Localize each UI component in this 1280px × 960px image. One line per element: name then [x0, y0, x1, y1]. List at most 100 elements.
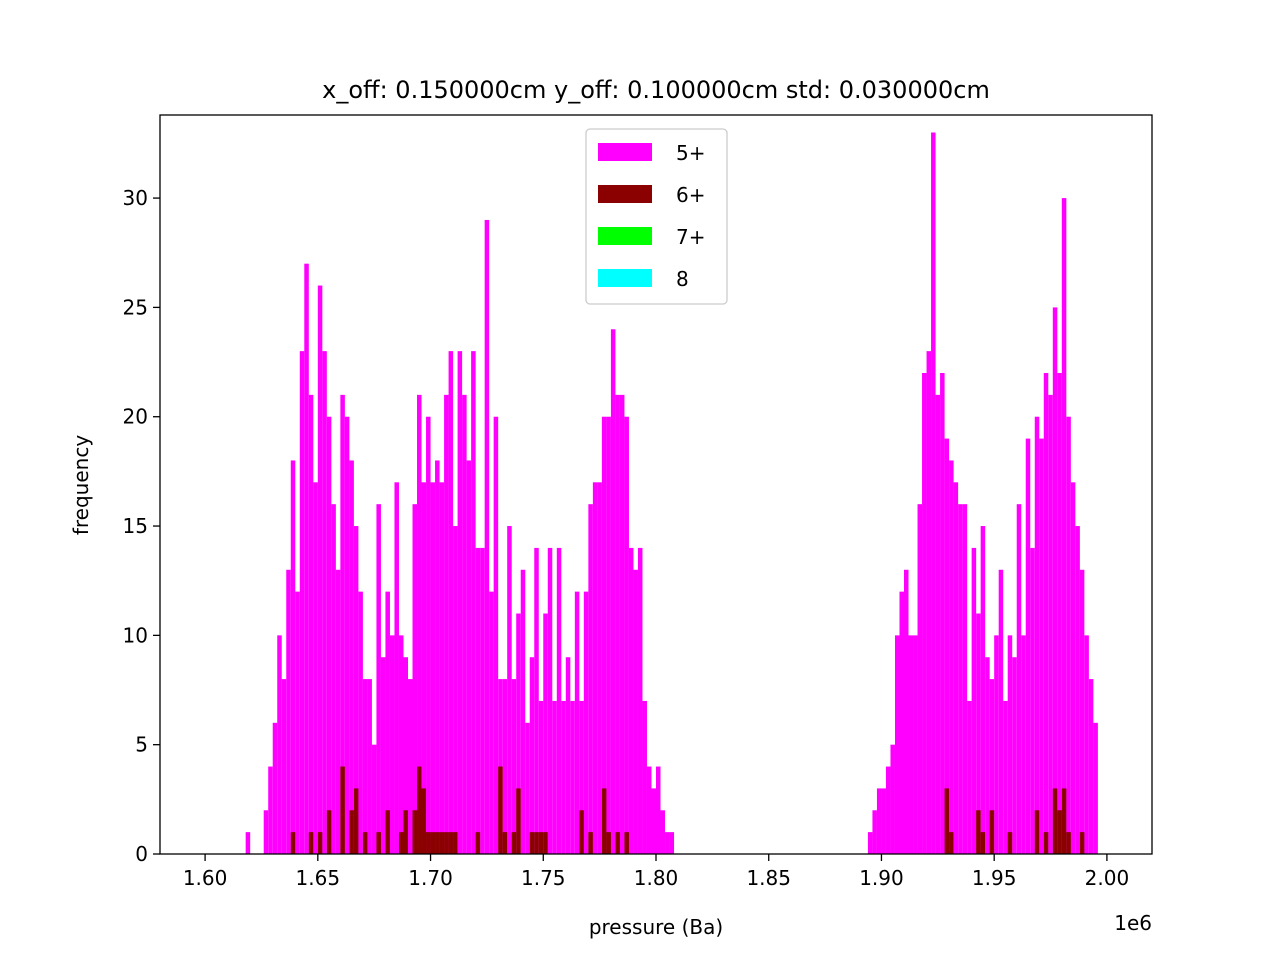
bar-6plus-28: [534, 832, 539, 854]
bar-5plus-13: [318, 286, 323, 854]
bar-6plus-34: [606, 832, 611, 854]
bar-5plus-58: [521, 570, 526, 854]
bar-5plus-98: [895, 635, 900, 854]
bar-5plus-19: [345, 417, 350, 854]
bar-5plus-137: [1071, 482, 1076, 854]
bar-5plus-74: [593, 482, 598, 854]
bar-5plus-134: [1057, 373, 1062, 854]
bar-6plus-0: [291, 832, 296, 854]
bar-5plus-45: [462, 395, 467, 854]
bar-5plus-127: [1026, 439, 1031, 854]
bar-6plus-38: [949, 832, 954, 854]
bar-5plus-138: [1075, 526, 1080, 854]
bar-5plus-3: [273, 723, 278, 854]
bar-5plus-76: [602, 417, 607, 854]
bar-6plus-27: [530, 832, 535, 854]
bar-5plus-117: [981, 526, 986, 854]
bar-6plus-21: [453, 832, 458, 854]
bar-5plus-80: [620, 395, 625, 854]
x-tick-label: 1.90: [859, 866, 904, 890]
bar-6plus-31: [579, 810, 584, 854]
bar-5plus-16: [331, 504, 336, 854]
bar-5plus-136: [1066, 417, 1071, 854]
bar-5plus-10: [304, 264, 309, 854]
bar-5plus-84: [638, 548, 643, 854]
bar-6plus-5: [349, 810, 354, 854]
bar-6plus-3: [327, 810, 332, 854]
y-axis-label: frequency: [69, 435, 93, 535]
bar-6plus-32: [588, 832, 593, 854]
bar-5plus-15: [327, 417, 332, 854]
bar-5plus-130: [1039, 439, 1044, 854]
bar-5plus-12: [313, 482, 318, 854]
bar-5plus-14: [322, 351, 327, 854]
bar-5plus-34: [413, 504, 418, 854]
x-tick-label: 1.85: [746, 866, 791, 890]
bar-6plus-42: [1008, 832, 1013, 854]
bar-6plus-18: [440, 832, 445, 854]
bar-5plus-55: [507, 526, 512, 854]
bar-5plus-107: [936, 395, 941, 854]
bar-6plus-40: [981, 832, 986, 854]
bar-5plus-89: [661, 810, 666, 854]
legend-swatch-5plus: [598, 143, 652, 161]
bar-6plus-37: [945, 788, 950, 854]
x-tick-label: 1.65: [296, 866, 341, 890]
bar-5plus-92: [868, 832, 873, 854]
y-tick-label: 25: [123, 295, 148, 319]
bar-5plus-46: [467, 460, 472, 854]
bar-5plus-27: [381, 657, 386, 854]
bar-5plus-23: [363, 679, 368, 854]
bar-5plus-112: [958, 504, 963, 854]
bar-5plus-108: [940, 373, 945, 854]
bar-6plus-23: [498, 767, 503, 854]
bar-5plus-59: [525, 723, 530, 854]
bar-6plus-26: [516, 788, 521, 854]
x-tick-label: 1.75: [521, 866, 566, 890]
bar-5plus-49: [480, 548, 485, 854]
bar-5plus-85: [642, 701, 647, 854]
bar-5plus-126: [1021, 635, 1026, 854]
bar-6plus-45: [1053, 788, 1058, 854]
bar-5plus-22: [358, 592, 363, 854]
bar-5plus-79: [615, 395, 620, 854]
bar-6plus-25: [512, 832, 517, 854]
bar-5plus-62: [539, 701, 544, 854]
bar-5plus-118: [985, 657, 990, 854]
bar-6plus-13: [417, 767, 422, 854]
bar-5plus-48: [476, 548, 481, 854]
bar-5plus-78: [611, 329, 616, 854]
bar-5plus-69: [570, 701, 575, 854]
bar-6plus-10: [399, 832, 404, 854]
bar-5plus-95: [881, 788, 886, 854]
bar-5plus-121: [999, 570, 1004, 854]
bar-5plus-132: [1048, 395, 1053, 854]
bar-5plus-100: [904, 570, 909, 854]
bar-5plus-72: [584, 592, 589, 854]
bar-5plus-7: [291, 460, 296, 854]
bar-6plus-29: [539, 832, 544, 854]
x-tick-label: 2.00: [1085, 866, 1130, 890]
bar-5plus-104: [922, 373, 927, 854]
bar-6plus-46: [1057, 810, 1062, 854]
y-tick-label: 15: [123, 514, 148, 538]
bar-6plus-15: [426, 832, 431, 854]
bar-5plus-39: [435, 460, 440, 854]
bar-5plus-105: [927, 351, 932, 854]
legend-label-5plus: 5+: [676, 141, 705, 165]
bar-5plus-86: [647, 767, 652, 854]
bar-5plus-125: [1017, 504, 1022, 854]
bar-5plus-50: [485, 220, 490, 854]
bar-5plus-63: [543, 614, 548, 855]
bar-5plus-51: [489, 592, 494, 854]
bar-6plus-49: [1080, 832, 1085, 854]
x-tick-label: 1.95: [972, 866, 1017, 890]
bar-5plus-129: [1035, 417, 1040, 854]
bar-5plus-131: [1044, 373, 1049, 854]
bar-5plus-4: [277, 635, 282, 854]
bar-5plus-11: [309, 395, 314, 854]
bar-5plus-20: [349, 460, 354, 854]
bar-5plus-103: [918, 504, 923, 854]
bar-6plus-19: [444, 832, 449, 854]
